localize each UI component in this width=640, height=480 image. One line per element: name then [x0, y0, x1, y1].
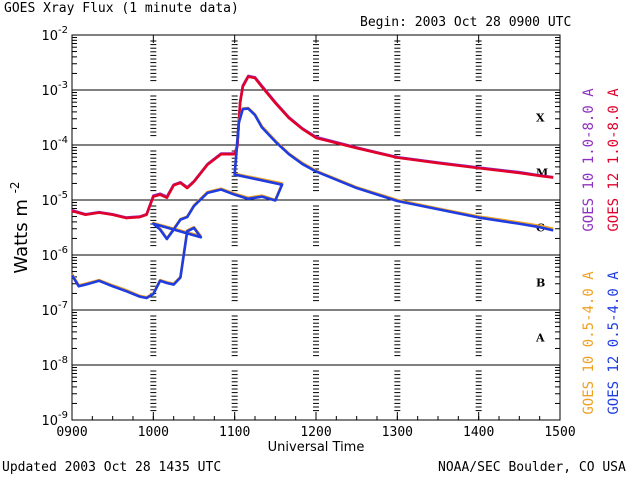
x-tick-label: 1100: [219, 425, 250, 440]
y-tick-label: 10-2: [41, 25, 68, 44]
credit-text: NOAA/SEC Boulder, CO USA: [438, 460, 626, 475]
x-tick-label: 0900: [56, 425, 87, 440]
series-line: [71, 75, 554, 220]
chart-title: GOES Xray Flux (1 minute data): [4, 1, 239, 16]
legend-entry: GOES 12 1.0-8.0 A: [606, 88, 622, 232]
y-tick-label: 10-3: [41, 80, 68, 99]
y-tick-label: 10-4: [41, 135, 68, 154]
y-tick-label: 10-8: [41, 355, 68, 374]
flare-class-label: A: [535, 332, 545, 345]
begin-time: Begin: 2003 Oct 28 0900 UTC: [360, 15, 572, 30]
y-tick-label: 10-9: [41, 410, 68, 429]
flare-class-label: X: [536, 112, 545, 125]
legend-entry: GOES 10 0.5-4.0 A: [581, 271, 597, 415]
x-tick-label: 1200: [300, 425, 331, 440]
y-tick-label: 10-6: [41, 245, 68, 264]
y-tick-label: 10-5: [41, 190, 68, 209]
x-tick-label: 1500: [544, 425, 575, 440]
series-line: [70, 107, 554, 300]
y-axis-label: Watts m -2: [8, 181, 32, 273]
x-tick-label: 1000: [138, 425, 169, 440]
flare-class-label: B: [536, 277, 545, 290]
updated-time: Updated 2003 Oct 28 1435 UTC: [2, 460, 222, 475]
x-tick-label: 1300: [382, 425, 413, 440]
legend-entry: GOES 10 1.0-8.0 A: [581, 88, 597, 232]
y-tick-label: 10-7: [41, 300, 68, 319]
x-axis-label: Universal Time: [268, 440, 365, 455]
series-line: [71, 74, 554, 219]
legend-entry: GOES 12 0.5-4.0 A: [606, 271, 622, 415]
x-tick-label: 1400: [463, 425, 494, 440]
